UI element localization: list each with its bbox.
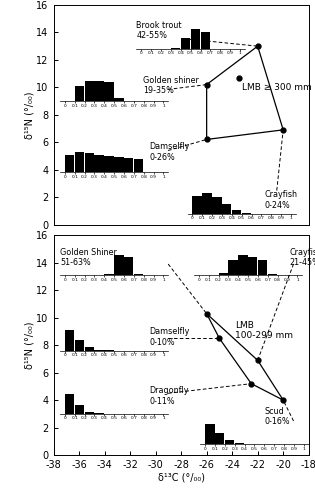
Y-axis label: δ¹⁵N (°/₀₀): δ¹⁵N (°/₀₀)	[25, 322, 35, 369]
Text: Crayfish
21-45%: Crayfish 21-45%	[289, 248, 315, 267]
Text: LMB
100-299 mm: LMB 100-299 mm	[235, 320, 293, 340]
Y-axis label: δ¹⁵N (°/₀₀): δ¹⁵N (°/₀₀)	[25, 91, 35, 138]
Text: Golden Shiner
51-63%: Golden Shiner 51-63%	[60, 248, 117, 267]
Text: LMB ≥ 300 mm: LMB ≥ 300 mm	[242, 83, 312, 92]
Text: Dragonfly
0-11%: Dragonfly 0-11%	[149, 386, 189, 406]
Text: Brook trout
42-55%: Brook trout 42-55%	[136, 21, 182, 40]
Text: Damselfly
0-10%: Damselfly 0-10%	[149, 328, 190, 347]
Text: Golden shiner
19-35%: Golden shiner 19-35%	[143, 76, 199, 95]
X-axis label: δ¹³C (°/₀₀): δ¹³C (°/₀₀)	[158, 472, 205, 482]
Text: Crayfish
0-24%: Crayfish 0-24%	[264, 190, 297, 210]
Text: Damselfly
0-26%: Damselfly 0-26%	[149, 142, 190, 162]
Text: Scud
0-16%: Scud 0-16%	[264, 407, 290, 426]
